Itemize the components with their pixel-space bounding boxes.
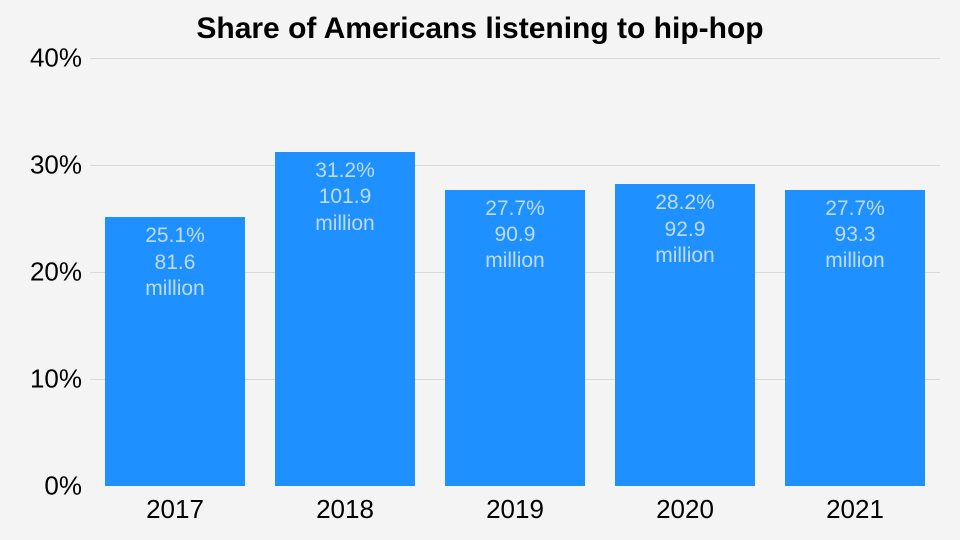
bar-count-label: 92.9 (655, 217, 715, 243)
bar-count-label: 81.6 (145, 250, 205, 276)
x-axis-tick-label: 2019 (486, 486, 544, 525)
x-axis-tick-label: 2017 (146, 486, 204, 525)
bar-count-label: 90.9 (485, 222, 545, 248)
bar-unit-label: million (825, 248, 885, 274)
bar-percent-label: 28.2% (655, 190, 715, 216)
gridline (90, 165, 940, 166)
y-axis-tick-label: 0% (44, 471, 90, 502)
bar: 31.2%101.9million (275, 152, 414, 486)
plot-area: 0%10%20%30%40%25.1%81.6million201731.2%1… (90, 58, 940, 486)
bar-value-label: 27.7%93.3million (825, 196, 885, 275)
bar-unit-label: million (145, 276, 205, 302)
bar-value-label: 28.2%92.9million (655, 190, 715, 269)
bar-percent-label: 27.7% (485, 196, 545, 222)
y-axis-tick-label: 40% (30, 43, 90, 74)
x-axis-tick-label: 2021 (826, 486, 884, 525)
y-axis-tick-label: 10% (30, 364, 90, 395)
bar-percent-label: 27.7% (825, 196, 885, 222)
bar-unit-label: million (315, 211, 375, 237)
chart-title: Share of Americans listening to hip-hop (0, 12, 960, 46)
bar-unit-label: million (655, 243, 715, 269)
y-axis-tick-label: 30% (30, 150, 90, 181)
bar: 28.2%92.9million (615, 184, 754, 486)
bar: 27.7%93.3million (785, 190, 924, 486)
bar-value-label: 25.1%81.6million (145, 223, 205, 302)
x-axis-tick-label: 2018 (316, 486, 374, 525)
bar-unit-label: million (485, 248, 545, 274)
bar-count-label: 93.3 (825, 222, 885, 248)
chart-container: Share of Americans listening to hip-hop … (0, 0, 960, 540)
bar: 27.7%90.9million (445, 190, 584, 486)
bar-count-label: 101.9 (315, 184, 375, 210)
y-axis-tick-label: 20% (30, 257, 90, 288)
bar: 25.1%81.6million (105, 217, 244, 486)
bar-percent-label: 25.1% (145, 223, 205, 249)
bar-value-label: 27.7%90.9million (485, 196, 545, 275)
x-axis-tick-label: 2020 (656, 486, 714, 525)
bar-percent-label: 31.2% (315, 158, 375, 184)
bar-value-label: 31.2%101.9million (315, 158, 375, 237)
gridline (90, 58, 940, 59)
